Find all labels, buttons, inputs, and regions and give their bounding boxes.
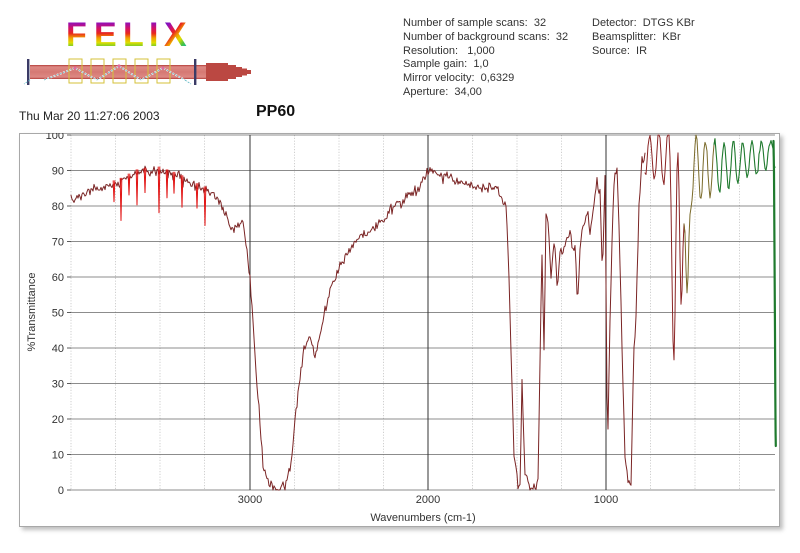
svg-text:80: 80 [52, 201, 64, 213]
svg-text:40: 40 [52, 343, 64, 355]
svg-text:90: 90 [52, 166, 64, 178]
svg-text:30: 30 [52, 379, 64, 391]
svg-text:60: 60 [52, 272, 64, 284]
svg-text:Wavenumbers (cm-1): Wavenumbers (cm-1) [370, 512, 475, 524]
svg-text:X: X [164, 16, 187, 54]
svg-text:50: 50 [52, 308, 64, 320]
svg-text:I: I [149, 16, 158, 54]
svg-text:0: 0 [58, 485, 64, 497]
svg-text:10: 10 [52, 450, 64, 462]
svg-text:E: E [94, 16, 117, 54]
svg-text:%Transmittance: %Transmittance [26, 272, 38, 351]
svg-text:2000: 2000 [416, 494, 440, 506]
svg-text:F: F [66, 16, 87, 54]
svg-text:3000: 3000 [238, 494, 262, 506]
svg-text:1000: 1000 [594, 494, 618, 506]
svg-text:20: 20 [52, 414, 64, 426]
svg-text:70: 70 [52, 237, 64, 249]
svg-text:L: L [123, 16, 144, 54]
svg-text:100: 100 [46, 133, 64, 142]
